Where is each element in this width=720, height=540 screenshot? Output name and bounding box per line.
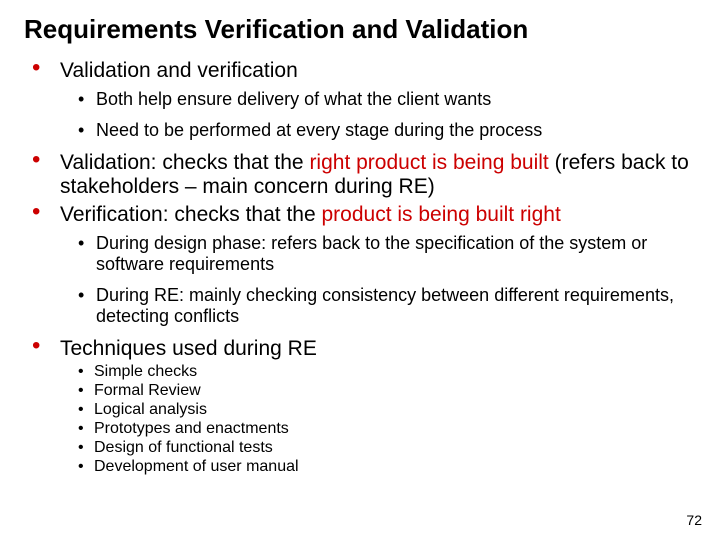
bullet-list-level1: Validation and verification Both help en…	[24, 59, 696, 476]
bullet-item: During RE: mainly checking consistency b…	[78, 285, 696, 327]
bullet-text: Logical analysis	[94, 401, 207, 418]
bullet-text: Development of user manual	[94, 458, 299, 475]
bullet-text: Techniques used during RE	[60, 337, 317, 360]
bullet-item: Techniques used during RE Simple checks …	[32, 337, 696, 476]
bullet-item: Validation and verification Both help en…	[32, 59, 696, 141]
bullet-text-highlight: product is being built right	[321, 203, 560, 226]
bullet-item: Logical analysis	[78, 401, 696, 419]
bullet-text: Simple checks	[94, 363, 197, 380]
bullet-item: Design of functional tests	[78, 439, 696, 457]
bullet-text: During RE: mainly checking consistency b…	[96, 285, 674, 326]
bullet-text: During design phase: refers back to the …	[96, 233, 647, 274]
bullet-list-level2: During design phase: refers back to the …	[60, 233, 696, 327]
slide: Requirements Verification and Validation…	[0, 0, 720, 540]
page-number: 72	[686, 512, 702, 528]
bullet-text: Formal Review	[94, 382, 201, 399]
bullet-item: Validation: checks that the right produc…	[32, 151, 696, 199]
bullet-text: Need to be performed at every stage duri…	[96, 120, 542, 140]
bullet-text-pre: Validation: checks that the	[60, 151, 309, 174]
bullet-text: Both help ensure delivery of what the cl…	[96, 89, 491, 109]
bullet-item: During design phase: refers back to the …	[78, 233, 696, 275]
bullet-item: Simple checks	[78, 363, 696, 381]
bullet-list-level3: Simple checks Formal Review Logical anal…	[60, 363, 696, 476]
bullet-text: Validation and verification	[60, 59, 298, 82]
bullet-item: Formal Review	[78, 382, 696, 400]
slide-title: Requirements Verification and Validation	[24, 14, 696, 45]
bullet-text-pre: Verification: checks that the	[60, 203, 321, 226]
bullet-item: Both help ensure delivery of what the cl…	[78, 89, 696, 110]
bullet-text-highlight: right product is being built	[309, 151, 548, 174]
bullet-list-level2: Both help ensure delivery of what the cl…	[60, 89, 696, 141]
bullet-item: Verification: checks that the product is…	[32, 203, 696, 327]
bullet-text: Prototypes and enactments	[94, 420, 289, 437]
bullet-text: Design of functional tests	[94, 439, 273, 456]
bullet-item: Development of user manual	[78, 458, 696, 476]
bullet-item: Need to be performed at every stage duri…	[78, 120, 696, 141]
bullet-item: Prototypes and enactments	[78, 420, 696, 438]
